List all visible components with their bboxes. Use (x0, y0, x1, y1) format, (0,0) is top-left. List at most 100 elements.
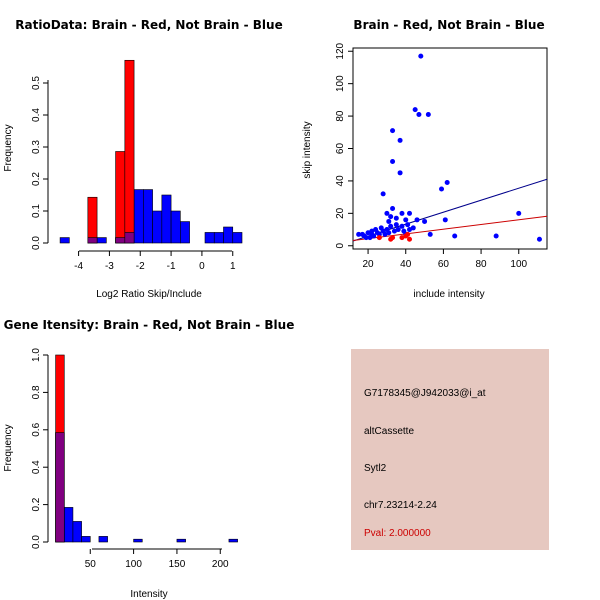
intensity-x-tick-label-1: 100 (125, 559, 142, 570)
ratio-overlap-bar-1 (115, 237, 126, 244)
scatter-point-blue-44 (422, 218, 428, 224)
gene-name: Sytl2 (364, 463, 387, 474)
scatter-point-blue-31 (399, 210, 405, 216)
ratio-overlap-bar-0 (87, 237, 98, 244)
scatter-point-blue-21 (388, 223, 394, 229)
scatter-point-blue-3 (363, 235, 369, 241)
scatter-point-blue-17 (384, 210, 390, 216)
scatter-point-blue-26 (393, 215, 399, 221)
ratio-blue-bar-14 (232, 232, 243, 244)
scatter-point-blue-4 (365, 230, 371, 236)
intensity-blue-bar-7 (228, 538, 238, 543)
scatter-plot-box (352, 47, 548, 250)
scatter-point-blue-30 (397, 170, 403, 176)
intensity-overlap-bar-0 (55, 432, 65, 543)
ratio-blue-bar-11 (204, 232, 215, 244)
scatter-point-blue-19 (386, 230, 392, 236)
scatter-point-blue-0 (356, 231, 362, 237)
intensity-x-tick-label-3: 200 (212, 559, 229, 570)
ratio-x-tick-label-2: -2 (136, 261, 145, 272)
scatter-point-blue-14 (380, 191, 386, 197)
scatter-point-blue-22 (390, 128, 396, 134)
scatter-y-tick-label-3: 60 (335, 143, 346, 155)
ratio-histogram-title: RatioData: Brain - Red, Not Brain - Blue (15, 18, 282, 32)
scatter-point-blue-37 (407, 210, 413, 216)
intensity-y-tick-label-0: 0.0 (31, 535, 42, 549)
scatter-x-label: include intensity (413, 289, 484, 300)
ratio-blue-bar-5 (133, 189, 144, 244)
intensity-blue-bar-5 (133, 538, 143, 543)
intensity-y-tick-label-4: 0.8 (31, 385, 42, 399)
scatter-y-tick-label-4: 80 (335, 110, 346, 122)
ratio-y-tick-label-4: 0.4 (31, 108, 42, 122)
intensity-blue-bar-3 (81, 536, 91, 543)
intensity-x-tick-label-0: 50 (85, 559, 97, 570)
scatter-point-red-0 (376, 235, 382, 241)
intensity-blue-bar-1 (63, 507, 74, 543)
scatter-y-tick-label-5: 100 (335, 75, 346, 92)
scatter-x-tick-label-2: 60 (438, 259, 450, 270)
scatter-point-blue-47 (439, 186, 445, 192)
scatter-point-red-6 (407, 236, 413, 242)
ratio-blue-bar-0 (59, 237, 70, 244)
intensity-blue-bar-4 (98, 536, 108, 543)
scatter-point-blue-42 (416, 111, 422, 117)
intensity-histogram: Gene Itensity: Brain - Red, Not Brain - … (3, 318, 294, 600)
scatter-point-blue-39 (410, 225, 416, 231)
scatter-point-blue-7 (369, 228, 375, 234)
intensity-y-label: Frequency (3, 424, 14, 471)
scatter-point-red-3 (399, 235, 405, 241)
ratio-x-tick-label-0: -4 (74, 261, 83, 272)
scatter-point-blue-27 (393, 222, 399, 228)
scatter-y-tick-label-6: 120 (335, 42, 346, 59)
ratio-blue-bar-8 (161, 194, 172, 244)
scatter-point-blue-36 (405, 222, 411, 228)
ratio-x-label: Log2 Ratio Skip/Include (96, 289, 202, 300)
ratio-x-tick-label-5: 1 (230, 261, 236, 272)
ratio-histogram: RatioData: Brain - Red, Not Brain - Blue… (3, 18, 283, 300)
scatter-point-blue-15 (382, 231, 388, 237)
scatter-point-red-5 (405, 231, 411, 237)
intensity-blue-bar-2 (72, 521, 82, 543)
ratio-x-tick-label-4: 0 (199, 261, 205, 272)
scatter-point-blue-50 (452, 233, 458, 239)
ratio-blue-bar-12 (213, 232, 224, 244)
scatter-point-blue-32 (399, 223, 405, 229)
scatter-point-blue-8 (371, 233, 377, 239)
scatter-point-blue-49 (444, 180, 450, 186)
scatter-y-tick-label-1: 20 (335, 207, 346, 219)
ratio-y-label: Frequency (3, 124, 14, 171)
scatter-point-blue-18 (386, 218, 392, 224)
scatter-x-tick-label-0: 20 (363, 259, 375, 270)
ratio-blue-bar-2 (96, 237, 107, 244)
ratio-y-tick-label-3: 0.3 (31, 140, 42, 154)
scatter-x-tick-label-3: 80 (476, 259, 488, 270)
info-panel: G7178345@J942033@i_at altCassette Sytl2 … (351, 349, 549, 550)
scatter-point-blue-24 (390, 205, 396, 211)
ratio-blue-bar-10 (180, 221, 190, 244)
scatter-point-blue-41 (414, 217, 420, 223)
info-panel-background (351, 349, 549, 550)
intensity-histogram-title: Gene Itensity: Brain - Red, Not Brain - … (4, 318, 295, 332)
event-type: altCassette (364, 426, 414, 437)
scatter-point-blue-52 (516, 210, 522, 216)
scatter-x-tick-label-1: 40 (400, 259, 412, 270)
ratio-overlap-bar-2 (124, 232, 135, 244)
ratio-red-bar-2 (124, 59, 135, 244)
ratio-blue-bar-7 (152, 210, 163, 244)
ratio-x-tick-label-3: -1 (167, 261, 176, 272)
scatter-point-blue-23 (390, 158, 396, 164)
scatter-point-blue-51 (493, 233, 499, 239)
intensity-y-tick-label-3: 0.6 (31, 422, 42, 436)
probe-id: G7178345@J942033@i_at (364, 388, 486, 399)
scatter-point-blue-46 (427, 231, 433, 237)
scatter-point-blue-20 (388, 214, 394, 220)
ratio-x-tick-label-1: -3 (105, 261, 114, 272)
intensity-x-tick-label-2: 150 (169, 559, 186, 570)
scatter-x-tick-label-4: 100 (510, 259, 527, 270)
scatter-point-blue-45 (425, 111, 431, 117)
ratio-blue-bar-13 (223, 226, 234, 244)
intensity-y-tick-label-1: 0.2 (31, 497, 42, 511)
scatter-point-blue-34 (403, 217, 409, 223)
